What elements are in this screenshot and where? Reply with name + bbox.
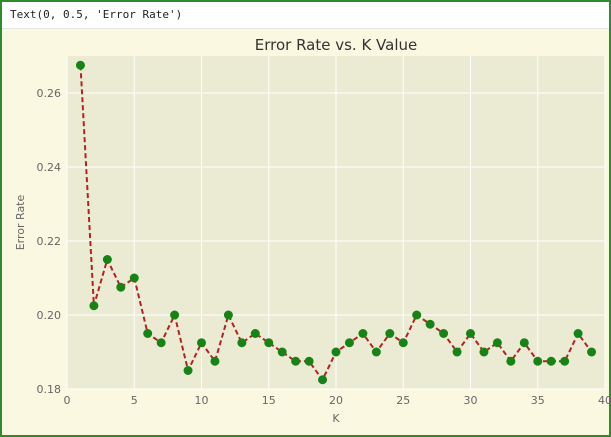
- y-tick-label: 0.22: [37, 235, 62, 248]
- data-point: [587, 347, 597, 357]
- data-point: [89, 301, 99, 311]
- data-point: [506, 356, 516, 366]
- data-point: [371, 347, 381, 357]
- y-tick-label: 0.18: [37, 383, 62, 396]
- data-point: [546, 356, 556, 366]
- data-point: [197, 338, 206, 348]
- data-point: [331, 347, 341, 357]
- data-point: [492, 338, 502, 348]
- data-point: [277, 347, 287, 357]
- y-tick-label: 0.26: [37, 87, 62, 100]
- data-point: [156, 338, 166, 348]
- data-point: [452, 347, 462, 357]
- output-text-row: Text(0, 0.5, 'Error Rate'): [2, 2, 609, 29]
- data-point: [344, 338, 354, 348]
- data-point: [210, 356, 220, 366]
- data-point: [264, 338, 274, 348]
- x-tick-label: 5: [131, 394, 138, 407]
- data-point: [223, 310, 233, 320]
- data-point: [412, 310, 422, 320]
- x-axis-label: K: [332, 412, 340, 425]
- data-point: [170, 310, 180, 320]
- y-tick-label: 0.24: [37, 161, 62, 174]
- data-point: [102, 255, 112, 264]
- data-point: [398, 338, 408, 348]
- data-point: [237, 338, 247, 348]
- output-text: Text(0, 0.5, 'Error Rate'): [10, 8, 183, 21]
- x-tick-label: 40: [598, 394, 611, 407]
- data-point: [533, 356, 543, 366]
- y-tick-label: 0.20: [37, 309, 62, 322]
- data-point: [385, 329, 395, 338]
- x-tick-label: 35: [531, 394, 545, 407]
- data-point: [143, 329, 153, 338]
- x-tick-label: 20: [329, 394, 343, 407]
- data-point: [304, 356, 314, 366]
- chart-title: Error Rate vs. K Value: [255, 36, 418, 54]
- data-point: [129, 273, 139, 283]
- grid-lines: [66, 56, 606, 390]
- x-tick-label: 30: [464, 394, 478, 407]
- y-axis-label: Error Rate: [14, 195, 27, 251]
- data-point: [291, 356, 301, 366]
- data-point: [75, 60, 85, 70]
- data-point: [425, 319, 435, 329]
- data-point: [358, 329, 368, 338]
- x-tick-label: 15: [262, 394, 276, 407]
- x-tick-label: 0: [64, 394, 71, 407]
- data-point: [560, 356, 570, 366]
- data-point: [183, 366, 193, 375]
- data-point: [439, 329, 449, 338]
- data-point: [573, 329, 583, 338]
- data-point: [479, 347, 489, 357]
- x-tick-label: 10: [195, 394, 209, 407]
- data-point: [519, 338, 529, 348]
- data-point: [318, 375, 328, 385]
- data-point: [466, 329, 475, 338]
- data-point: [116, 282, 126, 292]
- tick-labels: 0 5 10 15 20 25 30 35 40 0.18 0.20 0.22 0.24 0.26: [37, 87, 611, 407]
- x-tick-label: 25: [396, 394, 410, 407]
- data-point: [250, 329, 260, 338]
- series-markers: [75, 60, 597, 385]
